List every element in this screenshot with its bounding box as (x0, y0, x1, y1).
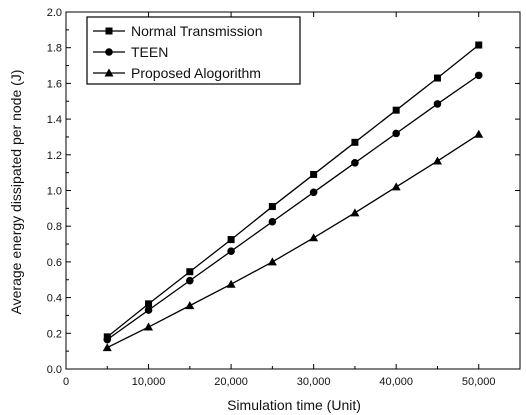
x-tick-label: 10,000 (132, 376, 166, 388)
data-point-circle (351, 159, 359, 167)
data-point-circle (474, 71, 483, 80)
data-point-circle (103, 335, 112, 344)
data-point-circle (227, 247, 235, 255)
y-tick-label: 1.6 (47, 78, 62, 90)
data-point-square (392, 106, 400, 114)
data-point-triangle (185, 301, 195, 310)
x-tick-label: 50,000 (462, 376, 496, 388)
y-tick-label: 0.0 (47, 364, 62, 376)
y-tick-label: 0.8 (47, 221, 62, 233)
data-point-circle (392, 129, 400, 138)
legend-label: Proposed Alogorithm (131, 65, 261, 81)
data-point-square (433, 74, 441, 82)
x-tick-label: 40,000 (379, 376, 413, 388)
data-point-triangle (474, 129, 484, 138)
x-tick-label: 0 (63, 376, 69, 388)
series-line-2 (106, 133, 480, 349)
data-point-circle (433, 100, 442, 108)
data-point-triangle (267, 257, 277, 266)
x-axis-title: Simulation time (Unit) (227, 397, 361, 413)
data-point-circle (309, 188, 318, 197)
data-point-square (145, 300, 153, 308)
y-tick-label: 1.4 (47, 114, 62, 126)
data-point-triangle (309, 233, 319, 242)
y-tick-label: 1.2 (47, 150, 62, 162)
data-point-triangle (144, 322, 154, 331)
series-line-1 (106, 74, 480, 341)
x-tick-label: 20,000 (214, 376, 248, 388)
data-point-square (186, 268, 194, 276)
data-point-triangle (391, 182, 401, 191)
data-point-circle (144, 306, 153, 314)
data-point-triangle (102, 343, 112, 352)
legend-marker-triangle (104, 68, 114, 77)
legend-marker-square (105, 27, 113, 35)
data-point-square (351, 138, 359, 146)
legend-label: TEEN (131, 44, 168, 60)
data-point-circle (186, 276, 194, 285)
series-line-0 (106, 44, 480, 338)
data-point-square (310, 170, 318, 178)
y-tick-label: 1.8 (47, 43, 62, 55)
y-axis-title: Average energy dissipated per node (J) (8, 70, 24, 315)
legend-label: Normal Transmission (131, 23, 262, 39)
data-point-square (227, 236, 235, 244)
data-point-square (268, 203, 276, 211)
legend-marker-circle (105, 48, 113, 56)
x-tick-label: 30,000 (297, 376, 331, 388)
y-tick-label: 0.4 (47, 293, 62, 305)
y-tick-label: 2.0 (47, 7, 62, 19)
y-tick-label: 0.2 (47, 328, 62, 340)
y-tick-label: 1.0 (47, 186, 62, 198)
data-point-triangle (350, 208, 360, 217)
data-point-triangle (432, 156, 442, 165)
data-point-square (475, 41, 483, 49)
data-point-circle (268, 217, 277, 226)
data-point-triangle (226, 279, 236, 288)
y-tick-label: 0.6 (47, 257, 62, 269)
